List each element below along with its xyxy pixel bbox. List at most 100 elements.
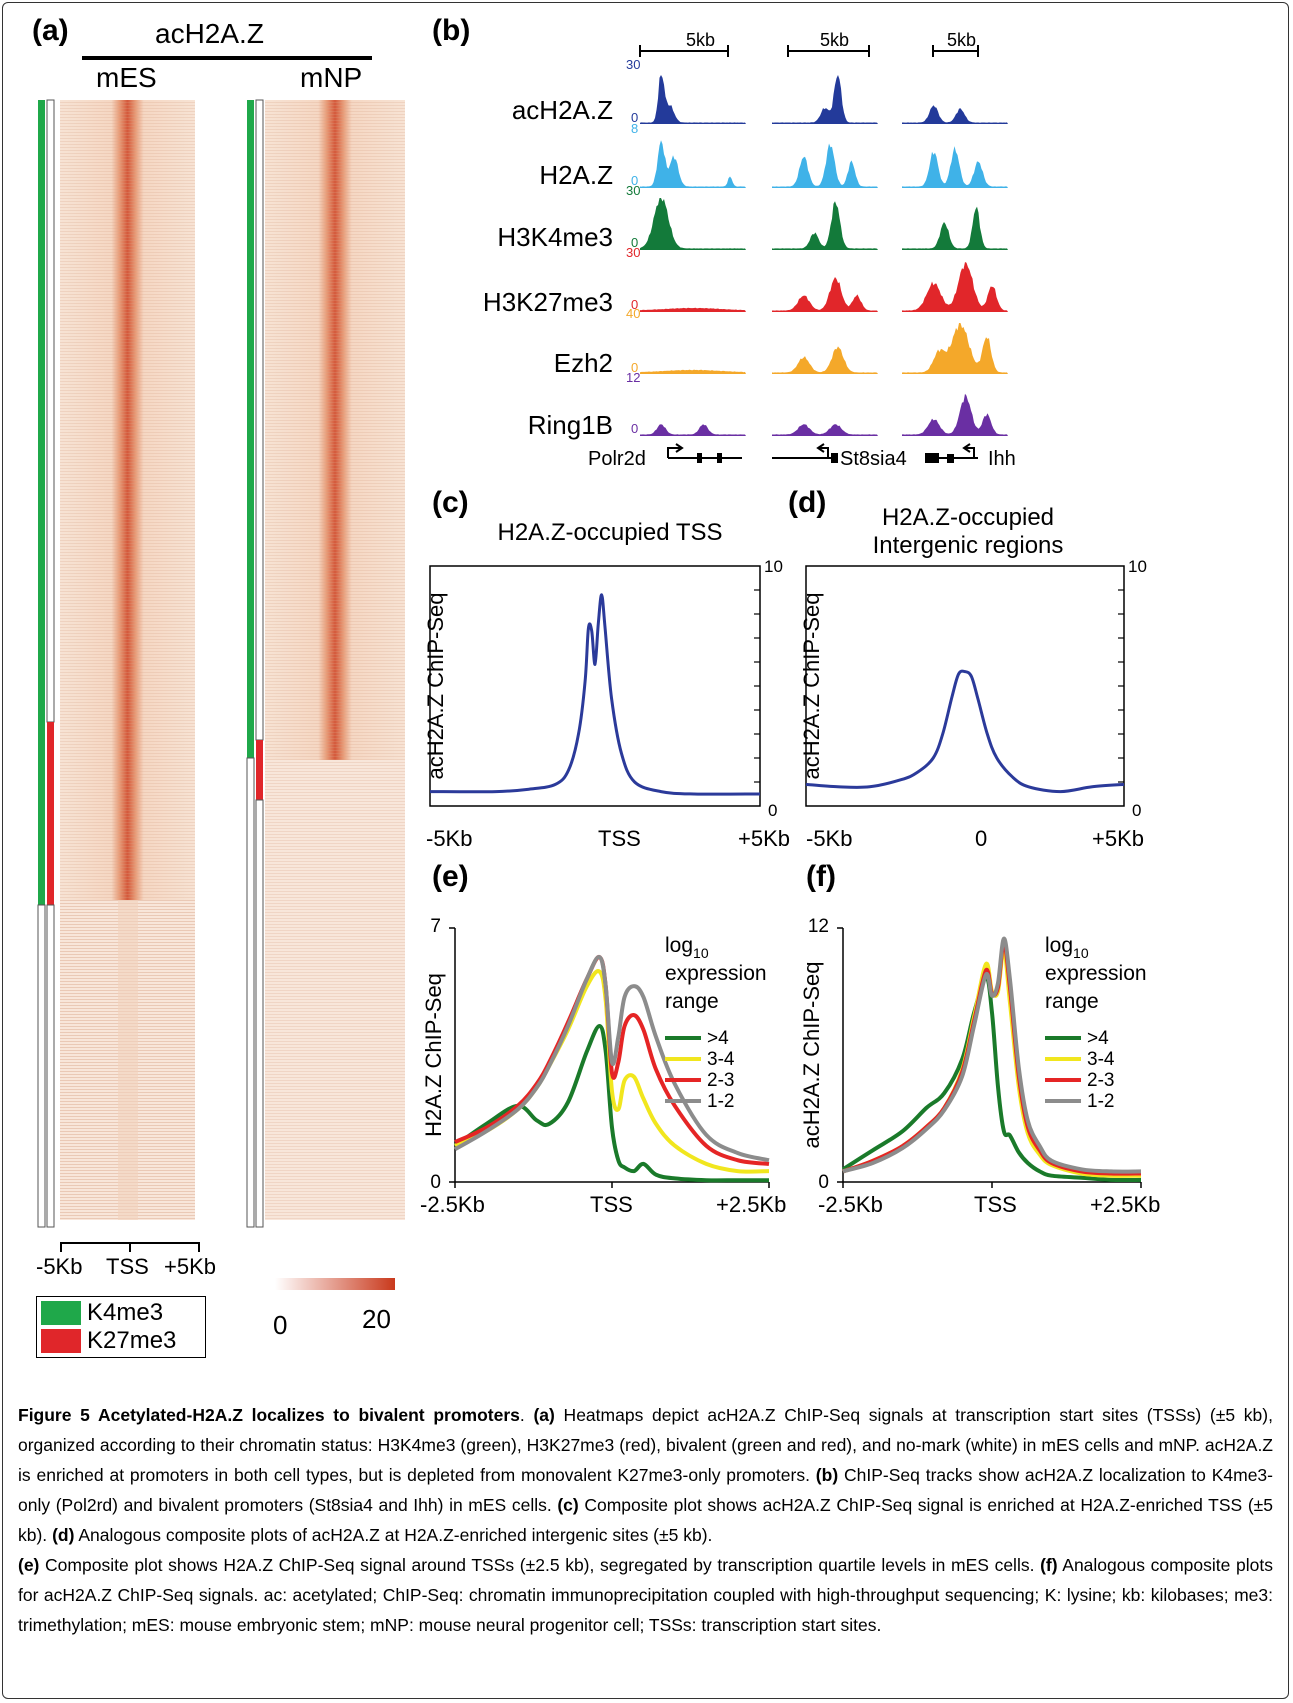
x-tick-label: TSS — [974, 1192, 1017, 1217]
legend-label: 1-2 — [707, 1091, 734, 1112]
track-0-region-1 — [772, 75, 878, 124]
mark-legend: K4me3 K27me3 — [36, 1296, 206, 1358]
track-3-region-1 — [772, 277, 878, 312]
caption-e-text: Composite plot shows H2A.Z ChIP-Seq sign… — [39, 1555, 1035, 1575]
panel-a-label: (a) — [32, 14, 69, 47]
track-max-4: 40 — [626, 306, 641, 321]
track-3-region-0 — [640, 307, 746, 312]
y-axis-label: H2A.Z ChIP-Seq — [421, 973, 446, 1137]
k4-bar-mes — [38, 100, 45, 905]
k27-bar-mes — [47, 722, 54, 905]
track-max-2: 30 — [626, 183, 641, 198]
x-tick-label: +5Kb — [738, 826, 790, 851]
series-line-main — [805, 669, 1125, 794]
caption-b-text: ChIP-Seq tracks show acH2A.Z localizatio… — [18, 1465, 1273, 1515]
axis-right-label: +5Kb — [164, 1254, 216, 1279]
y-max-label: 10 — [1128, 557, 1147, 576]
k4-bar-mnp — [247, 100, 254, 758]
axis-mid-label: TSS — [106, 1254, 149, 1279]
status-bar-mes — [37, 99, 55, 1228]
caption-e-label: (e) — [18, 1555, 40, 1575]
k27-swatch — [41, 1329, 81, 1353]
y-axis-label: acH2A.Z ChIP-Seq — [799, 961, 824, 1148]
legend-label: 2-3 — [707, 1070, 734, 1091]
plot-title: H2A.Z-occupied TSS — [498, 519, 723, 546]
track-max-1: 8 — [631, 121, 639, 136]
header-bar — [82, 56, 372, 60]
composite-plots: -5Kb TSS +5Kb 10 0 H2A.Z-occupied TSS acH2A.Z … — [420, 504, 1160, 1217]
legend-title: log10 — [665, 934, 709, 961]
caption-f-text: Analogous composite plots for acH2A.Z Ch… — [18, 1555, 1273, 1635]
panel-a-header: acH2A.Z — [155, 18, 264, 49]
y-max-label: 7 — [430, 916, 441, 937]
x-tick-label: TSS — [590, 1192, 633, 1217]
track-5-region-0 — [640, 424, 746, 436]
x-tick-label: -5Kb — [426, 826, 472, 851]
legend-label: 2-3 — [1087, 1070, 1114, 1091]
track-0-region-2 — [902, 105, 1008, 124]
series-line-4 — [453, 1024, 769, 1183]
track-5-region-1 — [772, 424, 878, 436]
scale-max-label: 20 — [362, 1304, 391, 1334]
x-tick-label: -5Kb — [806, 826, 852, 851]
svg-text:expression: expression — [1045, 962, 1147, 985]
y-max-label: 10 — [764, 557, 783, 576]
track-4-region-2 — [902, 323, 1008, 374]
x-tick-label: -2.5Kb — [420, 1192, 485, 1217]
x-tick-label: +5Kb — [1092, 826, 1144, 851]
legend-label: >4 — [1087, 1028, 1109, 1049]
caption-c-text: Composite plot shows acH2A.Z ChIP-Seq si… — [18, 1495, 1273, 1545]
y-min-label: 0 — [818, 1172, 829, 1193]
track-name-3: H3K27me3 — [482, 287, 613, 317]
legend-label: 1-2 — [1087, 1091, 1114, 1112]
tracks-svg — [639, 45, 1008, 463]
scale-bars — [639, 45, 979, 57]
y-axis-label: acH2A.Z ChIP-Seq — [799, 592, 824, 779]
track-min-0: 0 — [631, 110, 639, 125]
track-min-1: 0 — [631, 173, 639, 188]
status-bar-mnp — [246, 99, 264, 1228]
track-name-2: H3K4me3 — [497, 222, 613, 252]
series-line-4 — [841, 974, 1142, 1183]
track-2-region-2 — [902, 206, 1008, 250]
col-mes-label: mES — [96, 62, 157, 93]
plot-title: Intergenic regions — [873, 532, 1064, 559]
plot-frame — [805, 565, 1125, 807]
track-1-region-0 — [640, 140, 746, 188]
track-name-5: Ring1B — [527, 410, 613, 440]
caption-title: Figure 5 Acetylated-H2A.Z localizes to b… — [18, 1405, 520, 1425]
gene-label-polr2d: Polr2d — [588, 448, 646, 470]
caption-d-text: Analogous composite plots of acH2A.Z at … — [74, 1525, 713, 1545]
caption-d-label: (d) — [52, 1525, 75, 1545]
legend-label: >4 — [707, 1028, 729, 1049]
legend-label: 3-4 — [1087, 1049, 1115, 1070]
gene-label-ihh: Ihh — [988, 448, 1016, 470]
track-min-5: 0 — [631, 421, 639, 436]
caption-c-label: (c) — [557, 1495, 579, 1515]
track-3-region-2 — [902, 262, 1008, 312]
heatmap-mnp — [265, 100, 405, 1220]
track-1-region-2 — [902, 146, 1008, 188]
y-axis-label: acH2A.Z ChIP-Seq — [423, 592, 448, 779]
caption-b-label: (b) — [815, 1465, 839, 1485]
k4-swatch — [41, 1301, 81, 1325]
legend-title: log10 — [1045, 934, 1089, 961]
y-min-label: 0 — [1132, 801, 1141, 820]
panel-b-label: (b) — [432, 14, 471, 47]
heatmap-x-axis — [60, 1242, 200, 1252]
track-2-region-0 — [640, 198, 746, 250]
caption-f-label: (f) — [1040, 1555, 1058, 1575]
caption-a-text: Heatmaps depict acH2A.Z ChIP-Seq signals… — [18, 1405, 1273, 1485]
k4-legend-label: K4me3 — [87, 1299, 164, 1326]
x-tick-label: 0 — [975, 826, 987, 851]
col-mnp-label: mNP — [300, 62, 363, 93]
heatmap-mes — [60, 100, 195, 1220]
x-tick-label: -2.5Kb — [818, 1192, 883, 1217]
scale-label-3: 5kb — [947, 30, 977, 50]
series-line-12 — [842, 936, 1142, 1174]
track-max-5: 12 — [626, 370, 641, 385]
